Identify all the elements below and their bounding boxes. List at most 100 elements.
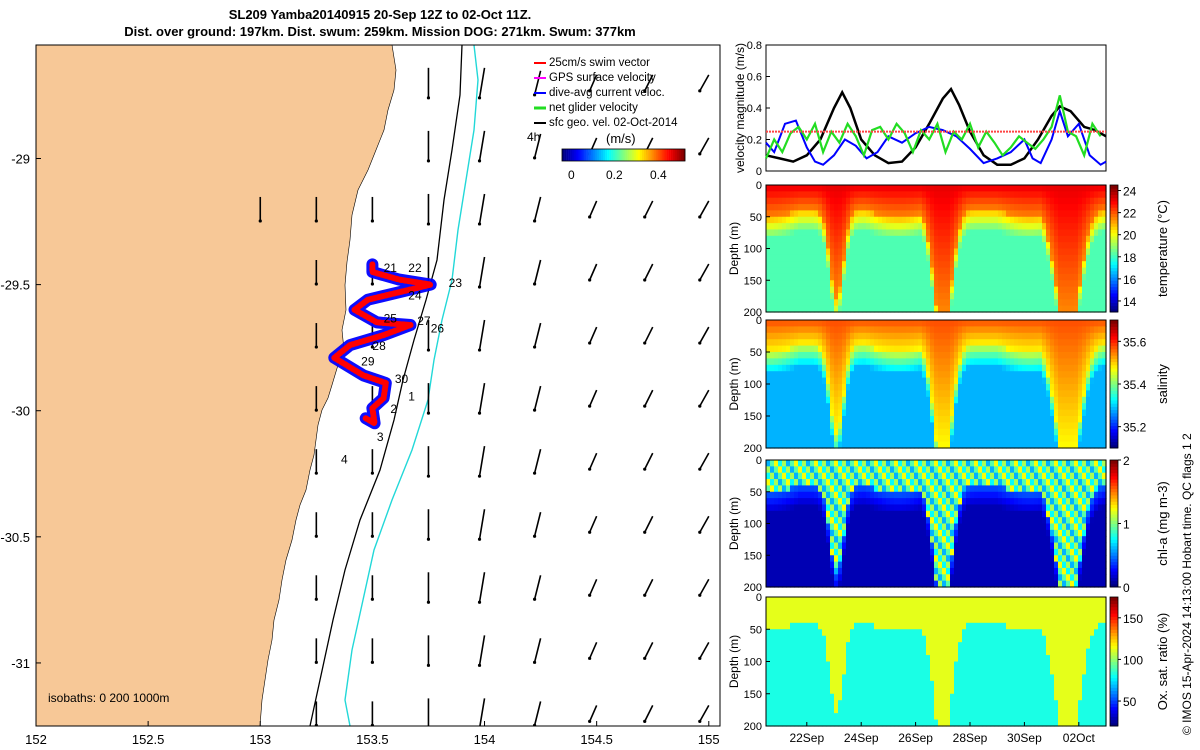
section-cell [942,529,947,537]
track-day-label: 27 [417,314,431,328]
section-cell [902,332,907,340]
section-cell [866,204,871,211]
section-cell [874,479,879,486]
section-cell [982,326,987,334]
section-cell [930,299,935,307]
section-cell [934,377,939,385]
section-cell [994,261,999,269]
section-cell [902,254,907,262]
section-cell [1018,332,1023,340]
section-cell [922,435,927,443]
section-cell [774,529,779,537]
section-cell [1034,441,1039,449]
section-cell [970,235,975,243]
section-cell [838,261,843,269]
section-cell [826,210,831,218]
section-cell [950,242,955,250]
section-cell [930,292,935,300]
section-cell [850,299,855,307]
section-cell [786,485,791,493]
section-cell [810,479,815,486]
section-cell [914,242,919,250]
section-cell [906,235,911,243]
section-cell [846,428,851,436]
section-cell [838,517,843,525]
section-cell [766,409,771,417]
section-cell [1034,422,1039,430]
isobath-200m [309,45,463,726]
section-cell [938,441,943,449]
section-cell [854,292,859,300]
section-cell [874,567,879,575]
section-cell [790,466,795,474]
section-cell [1102,332,1107,340]
section-cell [950,223,955,231]
section-cell [934,358,939,366]
section-cell [1038,352,1043,359]
section-cell [1054,242,1059,250]
section-cell [794,364,799,372]
section-cell [990,460,995,467]
section-cell [1086,352,1091,359]
section-cell [1018,409,1023,417]
section-cell [926,491,931,499]
section-cell [910,517,915,525]
section-cell [942,326,947,334]
section-cell [978,529,983,537]
section-cell [838,523,843,531]
section-cbar-cell [1110,444,1118,449]
section-cell [886,223,891,231]
velocity-arrow-head [643,530,647,534]
section-cell [970,567,975,575]
section-cell [938,223,943,231]
section-cell [1034,339,1039,347]
section-cell [818,254,823,262]
section-cell [838,364,843,372]
section-cell [882,441,887,449]
section-cell [890,273,895,281]
section-cell [1070,305,1075,313]
section-cbar-cell [1110,390,1118,395]
section-cell [1058,235,1063,243]
section-cell [1010,242,1015,250]
section-cell [866,523,871,531]
section-cell [1002,441,1007,449]
section-cell [930,339,935,347]
section-cell [838,548,843,556]
section-cell [874,267,879,275]
section-cell [958,248,963,256]
section-cell [950,358,955,366]
section-cell [814,580,819,588]
section-cell [1034,248,1039,256]
section-cell [782,384,787,391]
section-cell [810,305,815,313]
section-cell [1006,254,1011,262]
section-cell [1066,422,1071,430]
section-cell [918,580,923,588]
section-cell [942,377,947,385]
section-cell [1078,326,1083,334]
section-cell [938,248,943,256]
section-cell [902,498,907,506]
section-cell [882,332,887,340]
section-cell [1086,197,1091,205]
section-cell [910,299,915,307]
section-cell [902,216,907,224]
section-cell [1014,339,1019,347]
section-cell [782,574,787,582]
section-cell [990,529,995,537]
section-cell [774,345,779,353]
section-cell [974,472,979,480]
section-cell [1070,416,1075,423]
section-cell [882,358,887,366]
section-cell [882,466,887,474]
section-cell [818,574,823,582]
section-cell [770,305,775,313]
section-cbar-cell [1110,364,1118,369]
section-cell [1042,299,1047,307]
section-cell [922,555,927,563]
section-cell [1074,254,1079,262]
section-cell [882,384,887,391]
section-cell [870,364,875,372]
